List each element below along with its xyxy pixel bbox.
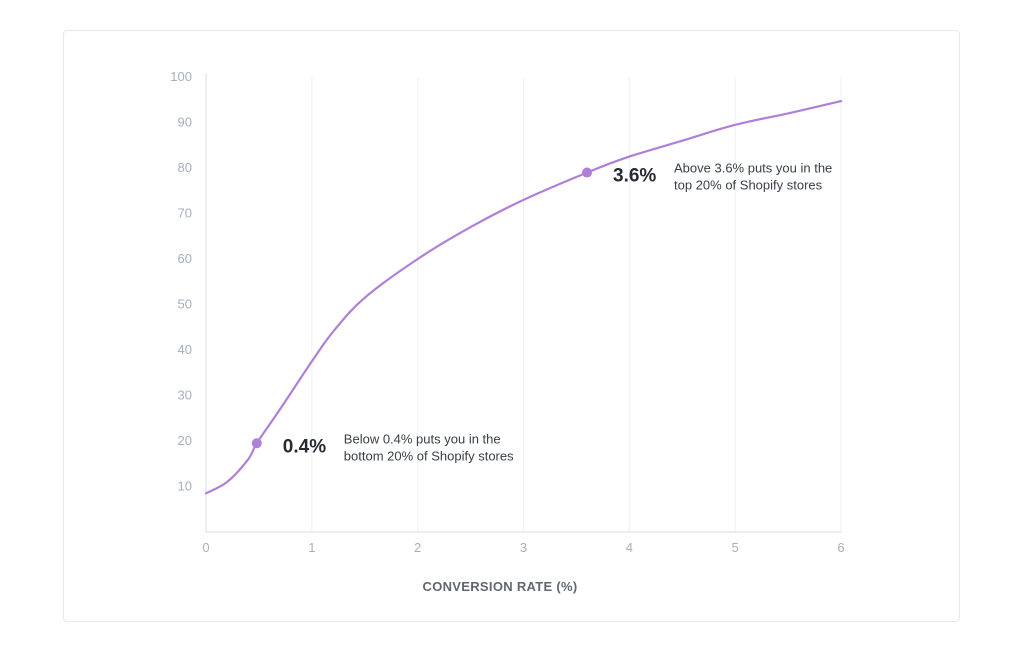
x-tick-label: 4: [626, 540, 633, 555]
y-tick-label: 40: [178, 342, 192, 357]
y-tick-label: 20: [178, 433, 192, 448]
y-tick-label: 50: [178, 297, 192, 312]
annotation-text-line1: Below 0.4% puts you in the: [344, 431, 501, 446]
y-tick-label: 100: [170, 69, 192, 84]
y-tick-label: 90: [178, 115, 192, 130]
annotations: 0.4% Below 0.4% puts you in the bottom 20%…: [251, 161, 832, 463]
y-tick-label: 10: [178, 479, 192, 494]
y-tick-label: 60: [178, 251, 192, 266]
x-tick-labels: 0 1 2 3 4 5 6: [202, 540, 844, 555]
annotation-value: 0.4%: [283, 436, 326, 457]
x-tick-label: 6: [837, 540, 844, 555]
axes: [205, 73, 841, 533]
series-line: [204, 100, 843, 495]
grid-lines: [311, 77, 842, 532]
y-tick-label: 30: [178, 388, 192, 403]
x-tick-label: 2: [414, 540, 421, 555]
x-tick-label: 3: [520, 540, 527, 555]
annotation-text-line1: Above 3.6% puts you in the: [674, 161, 832, 176]
annotation-text-line2: top 20% of Shopify stores: [674, 178, 823, 193]
annotation-text-line2: bottom 20% of Shopify stores: [344, 448, 514, 463]
y-tick-label: 80: [178, 160, 192, 175]
series-curve: [204, 100, 843, 495]
x-tick-label: 0: [202, 540, 209, 555]
annotation-value: 3.6%: [613, 166, 656, 187]
y-tick-labels: 10 20 30 40 50 60 70 80 90 100: [170, 69, 192, 494]
chart-card: [63, 30, 960, 622]
x-tick-label: 1: [308, 540, 315, 555]
annotation-point: [251, 438, 262, 449]
x-axis-label: CONVERSION RATE (%): [423, 579, 578, 594]
y-tick-label: 70: [178, 206, 192, 221]
x-tick-label: 5: [732, 540, 739, 555]
annotation-point: [582, 167, 592, 178]
